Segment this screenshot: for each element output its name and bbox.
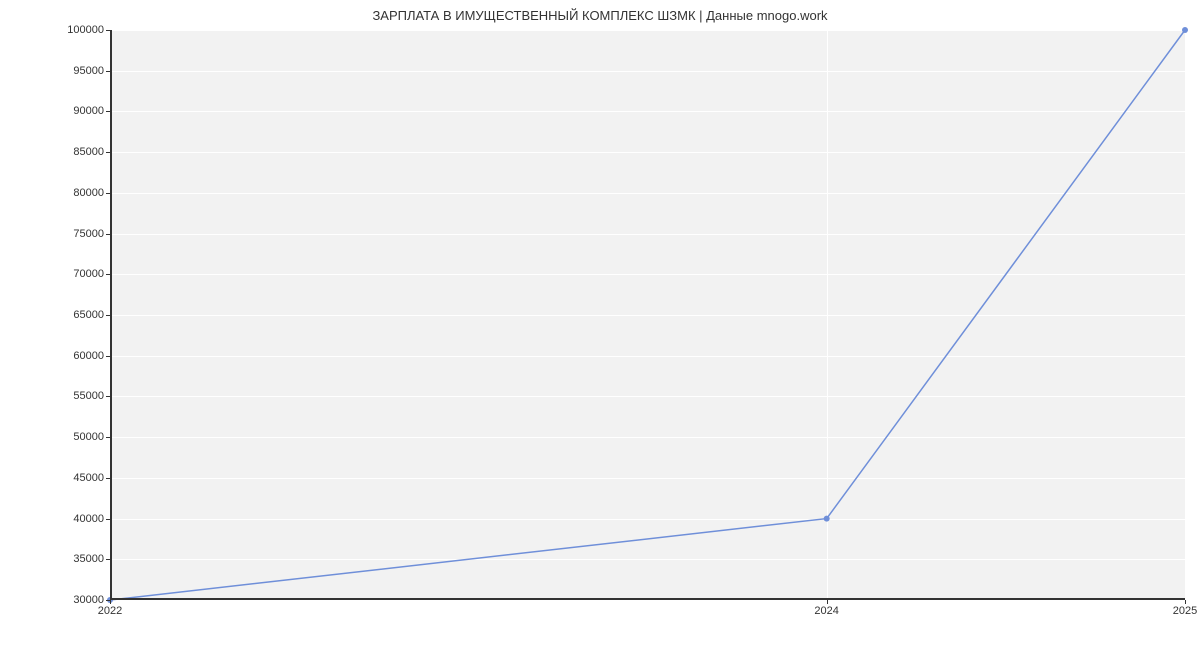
y-tick-mark [106,193,110,194]
y-tick-label: 40000 [24,513,104,525]
x-tick-mark [1185,600,1186,604]
y-tick-label: 95000 [24,65,104,77]
y-tick-label: 60000 [24,350,104,362]
y-tick-mark [106,315,110,316]
series-line [110,30,1185,600]
y-tick-label: 90000 [24,105,104,117]
x-tick-mark [827,600,828,604]
plot-area [110,30,1185,600]
y-tick-mark [106,396,110,397]
line-series-layer [110,30,1185,600]
y-tick-mark [106,356,110,357]
y-tick-mark [106,478,110,479]
y-tick-label: 65000 [24,309,104,321]
y-tick-mark [106,437,110,438]
y-tick-label: 85000 [24,146,104,158]
y-tick-label: 45000 [24,472,104,484]
x-tick-label: 2024 [814,605,838,617]
y-tick-label: 100000 [24,24,104,36]
y-tick-label: 35000 [24,553,104,565]
grid-line-v [1185,30,1186,600]
x-axis-line [110,598,1185,600]
y-tick-mark [106,111,110,112]
x-tick-label: 2025 [1173,605,1197,617]
y-tick-mark [106,274,110,275]
salary-line-chart: ЗАРПЛАТА В ИМУЩЕСТВЕННЫЙ КОМПЛЕКС ШЗМК |… [0,0,1200,650]
y-tick-label: 80000 [24,187,104,199]
y-tick-label: 50000 [24,431,104,443]
y-tick-mark [106,519,110,520]
y-tick-label: 55000 [24,390,104,402]
y-tick-label: 75000 [24,228,104,240]
series-marker [824,516,830,522]
chart-title: ЗАРПЛАТА В ИМУЩЕСТВЕННЫЙ КОМПЛЕКС ШЗМК |… [0,8,1200,23]
x-tick-label: 2022 [98,605,122,617]
y-tick-mark [106,71,110,72]
y-tick-mark [106,234,110,235]
series-marker [1182,27,1188,33]
grid-line-h [110,600,1185,601]
y-tick-mark [106,30,110,31]
y-tick-label: 30000 [24,594,104,606]
y-axis-line [110,30,112,600]
y-tick-label: 70000 [24,268,104,280]
x-tick-mark [110,600,111,604]
y-tick-mark [106,152,110,153]
y-tick-mark [106,559,110,560]
